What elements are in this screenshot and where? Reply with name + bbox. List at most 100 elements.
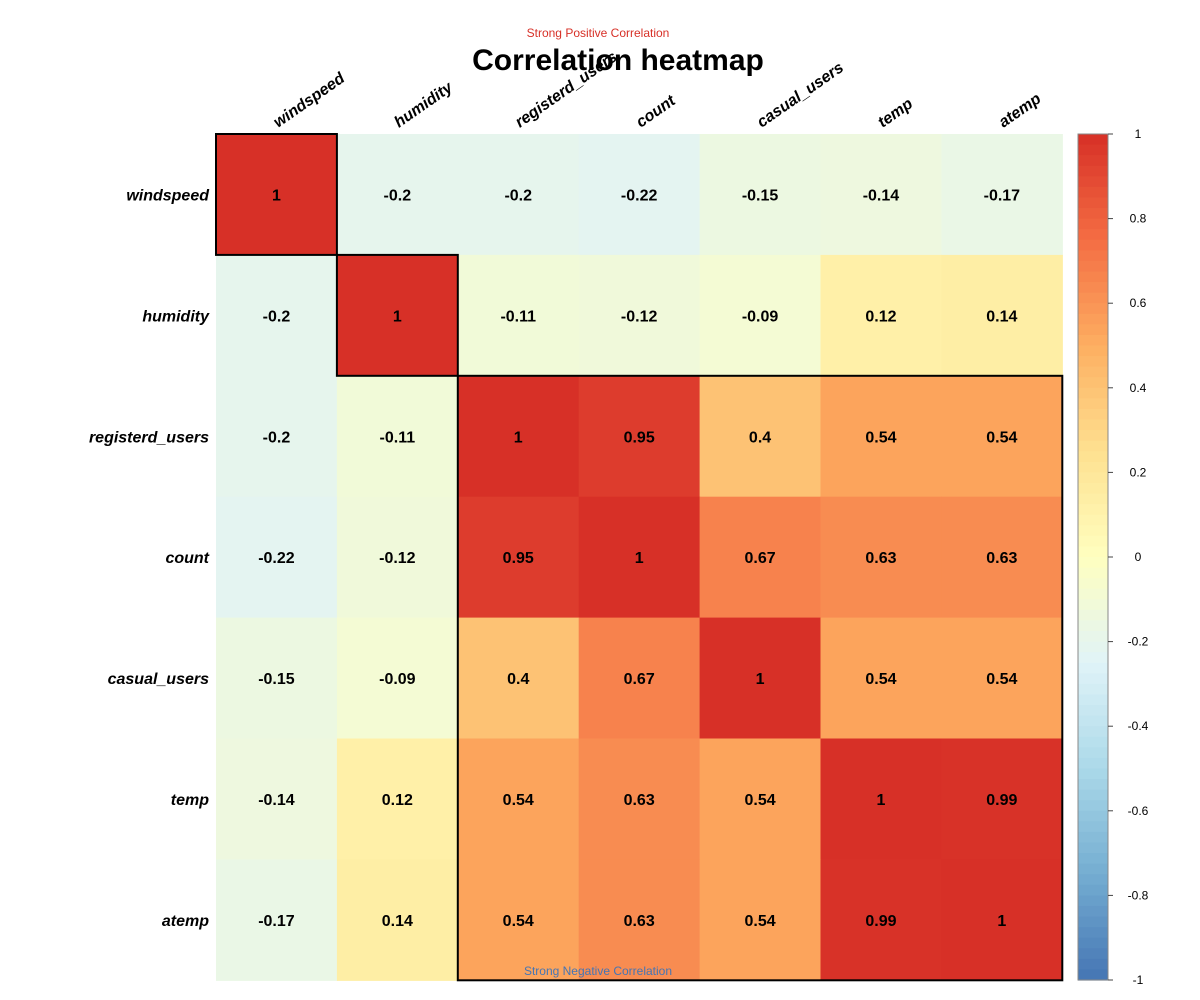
cell-value-label: -0.15 xyxy=(742,187,779,204)
heatmap-cell xyxy=(941,375,1063,498)
heatmap-cell xyxy=(578,134,701,256)
cell-value-label: -0.09 xyxy=(379,671,416,688)
cell-value-label: 0.63 xyxy=(624,792,655,809)
colorbar-segment xyxy=(1078,874,1108,886)
colorbar-tick-label: -0.2 xyxy=(1128,635,1149,649)
cell-value-label: -0.2 xyxy=(263,308,291,325)
cell-value-label: -0.14 xyxy=(258,792,295,809)
cell-value-label: 1 xyxy=(272,187,281,204)
heatmap-cell xyxy=(578,254,701,377)
cell-value-label: -0.17 xyxy=(984,187,1021,204)
colorbar-segment xyxy=(1078,831,1108,844)
colorbar-segment xyxy=(1078,609,1108,622)
heatmap-cell xyxy=(457,375,580,498)
heatmap-cell xyxy=(820,859,942,981)
cell-value-label: 0.54 xyxy=(744,792,775,809)
cell-value-label: -0.2 xyxy=(263,429,291,446)
cell-value-label: 0.14 xyxy=(382,913,413,930)
colorbar-segment xyxy=(1078,493,1108,505)
heatmap-cell xyxy=(699,738,822,860)
colorbar-segment xyxy=(1078,377,1108,389)
cell-value-label: -0.11 xyxy=(500,308,536,325)
cell-value-label: 0.4 xyxy=(749,429,771,446)
colorbar-tick-label: 1 xyxy=(1135,127,1142,141)
heatmap-cell xyxy=(216,254,338,377)
heatmap-cell xyxy=(336,617,459,740)
colorbar-segment xyxy=(1078,948,1108,960)
cell-value-label: 0.67 xyxy=(744,550,775,567)
chart-title: Correlation heatmap xyxy=(472,44,764,77)
colorbar-segment xyxy=(1078,155,1108,167)
column-label: casual_users xyxy=(754,59,847,131)
heatmap-cell xyxy=(457,254,580,377)
colorbar-segment xyxy=(1078,482,1108,495)
colorbar-tick-label: 0.4 xyxy=(1130,381,1147,395)
heatmap-cell xyxy=(941,617,1063,740)
cell-value-label: -0.11 xyxy=(380,429,416,446)
heatmap-cell xyxy=(941,859,1063,981)
colorbar-tick-label: -0.4 xyxy=(1128,719,1149,733)
colorbar-segment xyxy=(1078,694,1108,706)
heatmap-cell xyxy=(699,617,822,740)
colorbar-segment xyxy=(1078,895,1108,907)
row-label: humidity xyxy=(142,308,210,325)
colorbar-segment xyxy=(1078,842,1108,854)
colorbar-segment xyxy=(1078,821,1108,833)
heatmap-cell xyxy=(699,134,822,256)
colorbar-segment xyxy=(1078,736,1108,748)
cluster-box xyxy=(335,253,459,377)
colorbar-segment xyxy=(1078,599,1108,611)
colorbar-segment xyxy=(1078,800,1108,812)
colorbar-segment xyxy=(1078,863,1108,875)
bottom-note: Strong Negative Correlation xyxy=(524,964,672,978)
colorbar-tick-label: -1 xyxy=(1133,973,1144,987)
colorbar-tick-label: 0.2 xyxy=(1130,465,1147,479)
colorbar-segment xyxy=(1078,779,1108,791)
cell-value-label: 1 xyxy=(876,792,885,809)
colorbar-segment xyxy=(1078,303,1108,315)
colorbar-segment xyxy=(1078,683,1108,696)
colorbar-segment xyxy=(1078,345,1108,357)
colorbar-segment xyxy=(1078,631,1108,643)
heatmap-cell xyxy=(941,254,1063,377)
colorbar-segment xyxy=(1078,535,1108,548)
heatmap-cell xyxy=(820,496,942,619)
colorbar-segment xyxy=(1078,292,1108,304)
heatmap-cell xyxy=(336,375,459,498)
colorbar-segment xyxy=(1078,229,1108,241)
colorbar-segment xyxy=(1078,726,1108,738)
heatmap-cell xyxy=(578,617,701,740)
colorbar-segment xyxy=(1078,662,1108,674)
colorbar-segment xyxy=(1078,313,1108,325)
colorbar-segment xyxy=(1078,356,1108,368)
colorbar-segment xyxy=(1078,514,1108,526)
colorbar-segment xyxy=(1078,260,1108,273)
colorbar-segment xyxy=(1078,641,1108,653)
colorbar-segment xyxy=(1078,768,1108,780)
colorbar-segment xyxy=(1078,673,1108,685)
row-label: temp xyxy=(171,792,209,809)
colorbar-segment xyxy=(1078,588,1108,600)
heatmap-cell xyxy=(820,738,942,860)
colorbar-segment xyxy=(1078,387,1108,399)
colorbar-segment xyxy=(1078,282,1108,294)
colorbar-segment xyxy=(1078,705,1108,717)
colorbar-segment xyxy=(1078,186,1108,199)
colorbar-segment xyxy=(1078,461,1108,473)
colorbar-segment xyxy=(1078,546,1108,558)
colorbar-segment xyxy=(1078,472,1108,484)
colorbar-segment xyxy=(1078,757,1108,770)
heatmap-cell xyxy=(336,738,459,860)
colorbar-segment xyxy=(1078,366,1108,378)
colorbar-segment xyxy=(1078,652,1108,664)
heatmap-cell xyxy=(336,496,459,619)
colorbar-segment xyxy=(1078,134,1108,146)
heatmap-cell xyxy=(457,859,580,981)
row-label: windspeed xyxy=(126,187,210,204)
colorbar-segment xyxy=(1078,884,1108,896)
cell-value-label: 0.14 xyxy=(986,308,1017,325)
colorbar-segment xyxy=(1078,144,1108,156)
row-label: casual_users xyxy=(108,671,210,688)
colorbar-segment xyxy=(1078,937,1108,949)
